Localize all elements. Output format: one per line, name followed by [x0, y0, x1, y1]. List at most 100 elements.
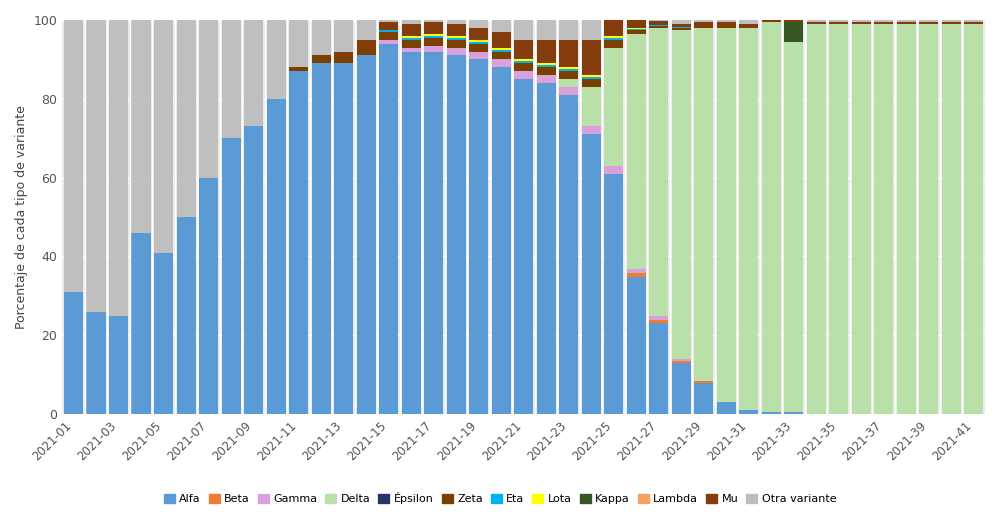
Bar: [492, 49, 511, 51]
Bar: [649, 323, 668, 414]
Bar: [559, 69, 578, 71]
Bar: [469, 40, 488, 42]
Bar: [177, 217, 196, 414]
Bar: [424, 22, 443, 34]
Bar: [334, 51, 353, 56]
Bar: [672, 30, 691, 359]
Bar: [334, 56, 353, 63]
Bar: [334, 20, 353, 51]
Bar: [199, 178, 218, 414]
Bar: [649, 316, 668, 320]
Bar: [424, 46, 443, 51]
Bar: [784, 42, 803, 412]
Bar: [717, 20, 736, 22]
Bar: [86, 20, 106, 311]
Bar: [402, 51, 421, 414]
Bar: [64, 292, 83, 414]
Bar: [244, 20, 263, 126]
Bar: [604, 36, 623, 38]
Bar: [312, 56, 331, 63]
Bar: [514, 20, 533, 40]
Bar: [424, 34, 443, 36]
Bar: [447, 38, 466, 40]
Bar: [627, 30, 646, 34]
Bar: [829, 22, 848, 24]
Bar: [964, 20, 983, 22]
Bar: [627, 34, 646, 269]
Bar: [559, 71, 578, 79]
Bar: [627, 273, 646, 277]
Bar: [379, 20, 398, 22]
Bar: [672, 24, 691, 27]
Bar: [874, 22, 893, 24]
Bar: [739, 20, 758, 24]
Bar: [717, 26, 736, 28]
Bar: [694, 383, 713, 414]
Bar: [604, 48, 623, 166]
Bar: [559, 95, 578, 414]
Bar: [582, 75, 601, 77]
Bar: [942, 20, 961, 22]
Bar: [447, 20, 466, 24]
Bar: [582, 126, 601, 134]
Bar: [424, 38, 443, 46]
Bar: [559, 79, 578, 87]
Bar: [514, 63, 533, 71]
Bar: [447, 24, 466, 36]
Bar: [919, 24, 938, 414]
Bar: [514, 79, 533, 414]
Bar: [582, 134, 601, 414]
Bar: [604, 20, 623, 36]
Bar: [289, 71, 308, 414]
Legend: Alfa, Beta, Gamma, Delta, Épsilon, Zeta, Eta, Lota, Kappa, Lambda, Mu, Otra vari: Alfa, Beta, Gamma, Delta, Épsilon, Zeta,…: [159, 488, 841, 508]
Bar: [492, 51, 511, 60]
Bar: [604, 174, 623, 414]
Bar: [874, 24, 893, 414]
Bar: [694, 381, 713, 383]
Bar: [627, 20, 646, 28]
Bar: [357, 40, 376, 48]
Bar: [514, 61, 533, 63]
Bar: [649, 28, 668, 316]
Bar: [694, 22, 713, 26]
Bar: [852, 22, 871, 24]
Bar: [649, 26, 668, 28]
Bar: [312, 20, 331, 56]
Bar: [469, 51, 488, 60]
Bar: [222, 20, 241, 138]
Bar: [784, 20, 803, 22]
Bar: [402, 40, 421, 48]
Bar: [919, 22, 938, 24]
Bar: [492, 20, 511, 32]
Bar: [559, 40, 578, 67]
Bar: [492, 48, 511, 49]
Bar: [492, 67, 511, 414]
Bar: [469, 44, 488, 51]
Bar: [717, 28, 736, 402]
Bar: [582, 79, 601, 87]
Bar: [402, 24, 421, 36]
Bar: [199, 20, 218, 178]
Bar: [739, 24, 758, 28]
Bar: [784, 22, 803, 42]
Bar: [289, 67, 308, 71]
Bar: [514, 60, 533, 61]
Bar: [649, 20, 668, 21]
Bar: [402, 48, 421, 51]
Bar: [807, 20, 826, 22]
Bar: [379, 32, 398, 40]
Bar: [739, 28, 758, 410]
Bar: [402, 20, 421, 24]
Bar: [177, 20, 196, 217]
Bar: [762, 412, 781, 414]
Bar: [627, 277, 646, 414]
Bar: [267, 20, 286, 99]
Bar: [852, 24, 871, 414]
Bar: [447, 56, 466, 414]
Bar: [267, 99, 286, 414]
Bar: [154, 20, 173, 252]
Bar: [852, 20, 871, 22]
Bar: [537, 40, 556, 63]
Bar: [447, 36, 466, 38]
Bar: [402, 38, 421, 40]
